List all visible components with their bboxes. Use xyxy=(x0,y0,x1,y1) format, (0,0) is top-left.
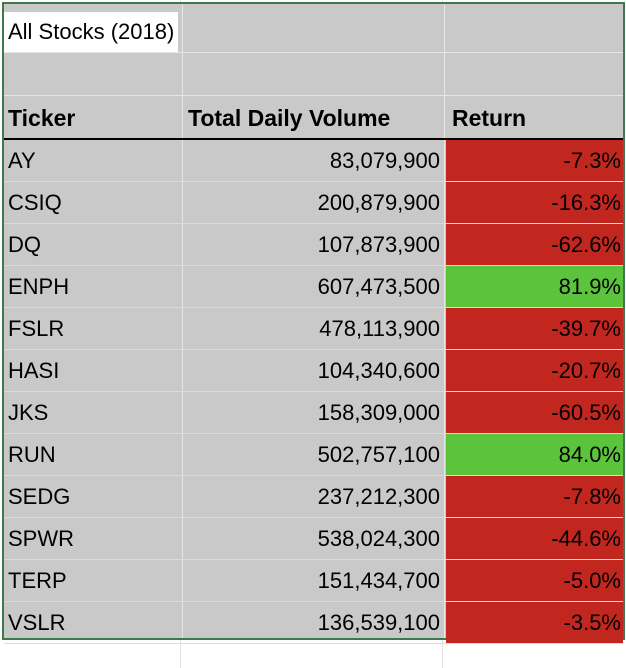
return-cell[interactable]: 81.9% xyxy=(446,266,623,308)
row-gridline xyxy=(4,223,623,224)
volume-cell[interactable]: 136,539,100 xyxy=(317,610,440,635)
ticker-cell[interactable]: DQ xyxy=(8,232,41,257)
ticker-cell[interactable]: SPWR xyxy=(8,526,74,551)
return-cell[interactable]: -16.3% xyxy=(446,182,623,224)
return-cell[interactable]: -20.7% xyxy=(446,350,623,392)
volume-cell[interactable]: 538,024,300 xyxy=(317,526,440,551)
return-cell[interactable]: -44.6% xyxy=(446,518,623,560)
gridline xyxy=(4,52,623,53)
volume-cell[interactable]: 200,879,900 xyxy=(317,190,440,215)
header-border xyxy=(4,138,623,140)
ticker-cell[interactable]: TERP xyxy=(8,568,67,593)
ticker-cell[interactable]: AY xyxy=(8,148,36,173)
volume-cell[interactable]: 158,309,000 xyxy=(317,400,440,425)
table-row: JKS 158,309,000 -60.5% xyxy=(4,392,623,434)
table-row: FSLR 478,113,900 -39.7% xyxy=(4,308,623,350)
ticker-cell[interactable]: JKS xyxy=(8,400,49,425)
sheet-title-cell[interactable]: All Stocks (2018) xyxy=(4,12,179,52)
return-cell[interactable]: 84.0% xyxy=(446,434,623,476)
header-ticker[interactable]: Ticker xyxy=(8,105,76,131)
row-gridline xyxy=(4,391,623,392)
table-row: SPWR 538,024,300 -44.6% xyxy=(4,518,623,560)
table-row: TERP 151,434,700 -5.0% xyxy=(4,560,623,602)
ticker-cell[interactable]: SEDG xyxy=(8,484,71,509)
volume-cell[interactable]: 502,757,100 xyxy=(317,442,440,467)
ticker-cell[interactable]: ENPH xyxy=(8,274,70,299)
table-row: CSIQ 200,879,900 -16.3% xyxy=(4,182,623,224)
table-row: AY 83,079,900 -7.3% xyxy=(4,140,623,182)
volume-cell[interactable]: 104,340,600 xyxy=(317,358,440,383)
row-gridline xyxy=(4,181,623,182)
return-cell[interactable]: -5.0% xyxy=(446,560,623,602)
table-row: SEDG 237,212,300 -7.8% xyxy=(4,476,623,518)
selected-range[interactable]: All Stocks (2018) Ticker Total Daily Vol… xyxy=(2,2,625,644)
table-row: HASI 104,340,600 -20.7% xyxy=(4,350,623,392)
volume-cell[interactable]: 151,434,700 xyxy=(317,568,440,593)
return-cell[interactable]: -60.5% xyxy=(446,392,623,434)
gridline xyxy=(444,4,445,638)
ticker-cell[interactable]: VSLR xyxy=(8,610,66,635)
volume-cell[interactable]: 237,212,300 xyxy=(317,484,440,509)
ticker-cell[interactable]: HASI xyxy=(8,358,60,383)
row-gridline xyxy=(4,349,623,350)
row-gridline xyxy=(4,517,623,518)
row-gridline xyxy=(4,475,623,476)
gridline xyxy=(4,95,623,96)
ticker-cell[interactable]: CSIQ xyxy=(8,190,62,215)
row-gridline xyxy=(4,601,623,602)
volume-cell[interactable]: 607,473,500 xyxy=(317,274,440,299)
row-gridline xyxy=(4,265,623,266)
row-gridline xyxy=(4,559,623,560)
return-cell[interactable]: -7.3% xyxy=(446,140,623,182)
ticker-cell[interactable]: FSLR xyxy=(8,316,65,341)
return-cell[interactable]: -62.6% xyxy=(446,224,623,266)
row-gridline xyxy=(4,433,623,434)
table-row: VSLR 136,539,100 -3.5% xyxy=(4,602,623,644)
gridline xyxy=(182,4,183,638)
header-total-daily-volume[interactable]: Total Daily Volume xyxy=(188,105,391,131)
table-row: RUN 502,757,100 84.0% xyxy=(4,434,623,476)
return-cell[interactable]: -3.5% xyxy=(446,602,623,644)
table-row: ENPH 607,473,500 81.9% xyxy=(4,266,623,308)
ticker-cell[interactable]: RUN xyxy=(8,442,56,467)
row-gridline xyxy=(4,307,623,308)
return-cell[interactable]: -7.8% xyxy=(446,476,623,518)
header-return[interactable]: Return xyxy=(452,105,527,131)
volume-cell[interactable]: 83,079,900 xyxy=(329,148,440,173)
volume-cell[interactable]: 107,873,900 xyxy=(317,232,440,257)
table-row: DQ 107,873,900 -62.6% xyxy=(4,224,623,266)
volume-cell[interactable]: 478,113,900 xyxy=(319,316,440,341)
row-gridline xyxy=(4,643,623,644)
return-cell[interactable]: -39.7% xyxy=(446,308,623,350)
